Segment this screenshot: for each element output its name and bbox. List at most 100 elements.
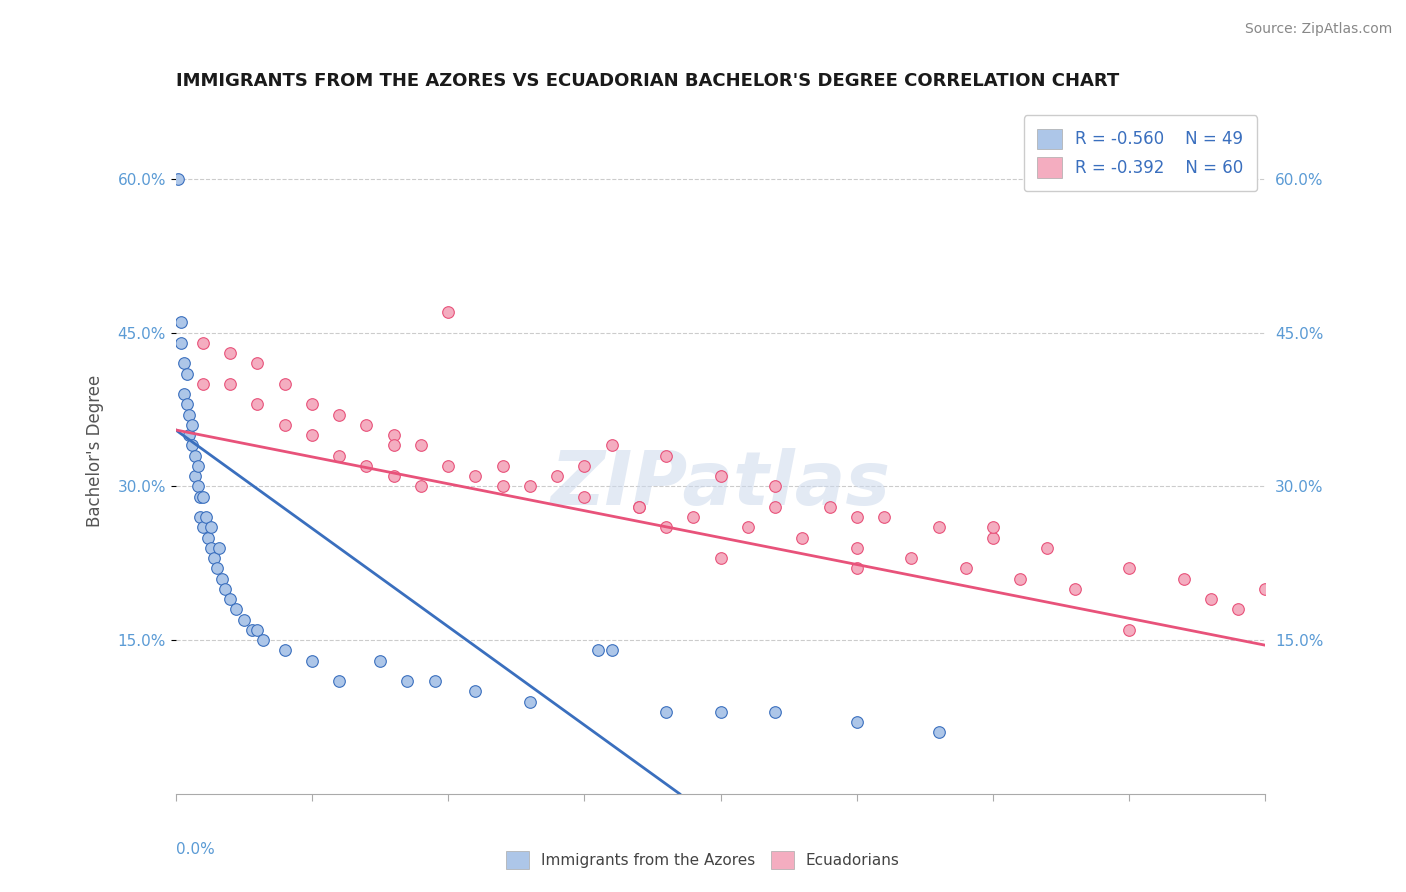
Point bbox=[627, 500, 650, 514]
Point bbox=[792, 531, 814, 545]
Point bbox=[655, 705, 678, 719]
Point bbox=[301, 397, 323, 411]
Point bbox=[274, 376, 297, 391]
Point bbox=[546, 469, 568, 483]
Point bbox=[437, 458, 460, 473]
Point bbox=[188, 490, 211, 504]
Point bbox=[845, 561, 868, 575]
Point bbox=[301, 654, 323, 668]
Point bbox=[928, 725, 950, 739]
Point bbox=[492, 458, 515, 473]
Point bbox=[167, 171, 190, 186]
Point bbox=[219, 346, 242, 360]
Text: IMMIGRANTS FROM THE AZORES VS ECUADORIAN BACHELOR'S DEGREE CORRELATION CHART: IMMIGRANTS FROM THE AZORES VS ECUADORIAN… bbox=[176, 72, 1119, 90]
Point bbox=[208, 541, 231, 555]
Legend: Immigrants from the Azores, Ecuadorians: Immigrants from the Azores, Ecuadorians bbox=[501, 845, 905, 875]
Point bbox=[181, 438, 204, 452]
Point bbox=[181, 417, 204, 432]
Point bbox=[382, 469, 405, 483]
Point bbox=[682, 510, 704, 524]
Point bbox=[191, 335, 214, 350]
Point bbox=[382, 438, 405, 452]
Point bbox=[197, 531, 219, 545]
Point bbox=[710, 551, 733, 566]
Point bbox=[600, 438, 623, 452]
Point bbox=[845, 715, 868, 730]
Point bbox=[232, 613, 254, 627]
Y-axis label: Bachelor's Degree: Bachelor's Degree bbox=[86, 375, 104, 526]
Point bbox=[873, 510, 896, 524]
Point bbox=[464, 684, 486, 698]
Point bbox=[409, 479, 432, 493]
Point bbox=[246, 356, 269, 370]
Point bbox=[214, 582, 236, 596]
Point bbox=[240, 623, 263, 637]
Point bbox=[170, 315, 193, 329]
Point bbox=[1036, 541, 1059, 555]
Point bbox=[328, 674, 350, 689]
Point bbox=[1063, 582, 1085, 596]
Point bbox=[928, 520, 950, 534]
Point bbox=[173, 356, 195, 370]
Point bbox=[574, 458, 596, 473]
Point bbox=[655, 520, 678, 534]
Point bbox=[176, 367, 198, 381]
Point bbox=[382, 428, 405, 442]
Point bbox=[191, 376, 214, 391]
Point bbox=[219, 592, 242, 607]
Text: ZIPatlas: ZIPatlas bbox=[551, 449, 890, 521]
Point bbox=[186, 479, 209, 493]
Text: Source: ZipAtlas.com: Source: ZipAtlas.com bbox=[1244, 22, 1392, 37]
Point bbox=[225, 602, 247, 616]
Point bbox=[356, 458, 378, 473]
Point bbox=[274, 643, 297, 657]
Point bbox=[252, 633, 274, 648]
Point bbox=[1118, 561, 1140, 575]
Point bbox=[900, 551, 922, 566]
Point bbox=[464, 469, 486, 483]
Point bbox=[519, 479, 541, 493]
Point bbox=[710, 705, 733, 719]
Point bbox=[246, 623, 269, 637]
Point bbox=[200, 541, 222, 555]
Point bbox=[205, 561, 228, 575]
Point bbox=[845, 510, 868, 524]
Point bbox=[981, 520, 1004, 534]
Point bbox=[437, 305, 460, 319]
Point bbox=[179, 428, 201, 442]
Point bbox=[191, 490, 214, 504]
Point bbox=[274, 417, 297, 432]
Point bbox=[763, 500, 786, 514]
Point bbox=[710, 469, 733, 483]
Point bbox=[1173, 572, 1195, 586]
Point bbox=[184, 449, 207, 463]
Text: 0.0%: 0.0% bbox=[176, 842, 215, 857]
Point bbox=[202, 551, 225, 566]
Point bbox=[845, 541, 868, 555]
Point bbox=[423, 674, 446, 689]
Point bbox=[246, 397, 269, 411]
Point bbox=[981, 531, 1004, 545]
Point bbox=[519, 695, 541, 709]
Point bbox=[627, 500, 650, 514]
Point bbox=[1010, 572, 1032, 586]
Point bbox=[955, 561, 977, 575]
Point bbox=[574, 490, 596, 504]
Point bbox=[211, 572, 233, 586]
Point bbox=[219, 376, 242, 391]
Point bbox=[194, 510, 217, 524]
Point bbox=[763, 705, 786, 719]
Point bbox=[763, 479, 786, 493]
Point bbox=[600, 643, 623, 657]
Point bbox=[1254, 582, 1277, 596]
Point bbox=[328, 449, 350, 463]
Point bbox=[1227, 602, 1250, 616]
Point bbox=[328, 408, 350, 422]
Point bbox=[173, 387, 195, 401]
Point bbox=[396, 674, 419, 689]
Point bbox=[179, 408, 201, 422]
Point bbox=[356, 417, 378, 432]
Legend: R = -0.560    N = 49, R = -0.392    N = 60: R = -0.560 N = 49, R = -0.392 N = 60 bbox=[1024, 115, 1257, 191]
Point bbox=[176, 397, 198, 411]
Point bbox=[655, 449, 678, 463]
